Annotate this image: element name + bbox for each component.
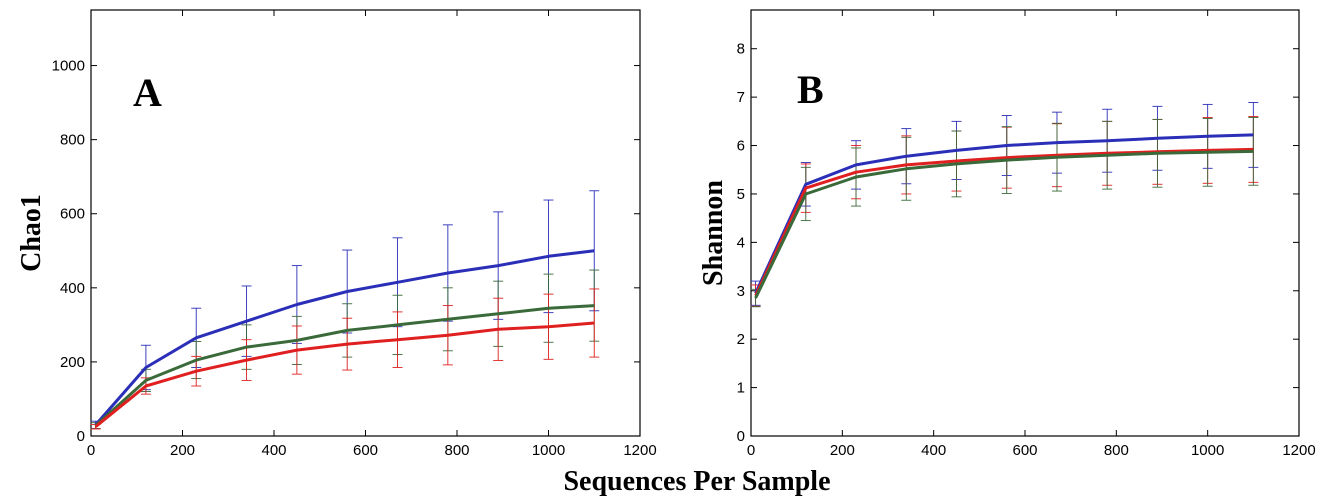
x-tick-label: 200 xyxy=(170,442,195,459)
y-tick-label: 2 xyxy=(737,331,745,348)
x-tick-label: 400 xyxy=(921,442,946,459)
plot-frame xyxy=(750,9,1300,437)
x-tick-label: 1000 xyxy=(532,442,565,459)
shared-x-axis-label: Sequences Per Sample xyxy=(563,466,830,497)
y-tick-label: 7 xyxy=(737,89,745,106)
series-1 xyxy=(90,269,600,430)
x-tick-label: 800 xyxy=(444,442,469,459)
series-0 xyxy=(750,102,1259,306)
panel-b-shannon: 0 200 400 600 800 1000 1200 0 1 2 3 4 5 6 7 8 Shannon B xyxy=(698,9,1316,459)
x-tick-label: 200 xyxy=(830,442,855,459)
series-line-1 xyxy=(754,147,1254,297)
series-line-2 xyxy=(94,321,595,428)
y-tick-label: 8 xyxy=(737,41,745,58)
y-tick-label: 0 xyxy=(737,428,745,445)
y-tick-label: 1000 xyxy=(52,58,85,75)
y-tick-label: 0 xyxy=(77,428,85,445)
series-line-2 xyxy=(754,149,1254,299)
x-tick-label: 0 xyxy=(87,442,95,459)
panel-letter: B xyxy=(797,67,824,112)
y-tick-label: 200 xyxy=(60,354,85,371)
x-tick-label: 600 xyxy=(353,442,378,459)
x-tick-label: 0 xyxy=(747,442,755,459)
y-axis-label: Chao1 xyxy=(16,194,47,272)
series-line-1 xyxy=(94,304,595,427)
y-tick-label: 3 xyxy=(737,283,745,300)
x-tick-label: 1000 xyxy=(1191,442,1224,459)
y-tick-label: 5 xyxy=(737,186,745,203)
x-tick-label: 1200 xyxy=(623,442,656,459)
y-tick-label: 600 xyxy=(60,206,85,223)
x-tick-label: 400 xyxy=(261,442,286,459)
x-tick-label: 1200 xyxy=(1282,442,1315,459)
panel-a-chao1: 0 200 400 600 800 1000 1200 0 200 400 600 800 1000 Ch… xyxy=(16,9,657,459)
series-line-0 xyxy=(94,249,595,426)
panel-letter: A xyxy=(133,70,162,115)
x-tick-label: 800 xyxy=(1104,442,1129,459)
y-tick-label: 400 xyxy=(60,280,85,297)
y-tick-label: 1 xyxy=(737,380,745,397)
y-tick-label: 6 xyxy=(737,138,745,155)
y-axis-label: Shannon xyxy=(698,180,729,286)
plot-frame xyxy=(90,9,641,437)
x-tick-label: 600 xyxy=(1012,442,1037,459)
y-tick-label: 800 xyxy=(60,132,85,149)
y-tick-label: 4 xyxy=(737,234,745,251)
series-line-0 xyxy=(754,133,1254,294)
